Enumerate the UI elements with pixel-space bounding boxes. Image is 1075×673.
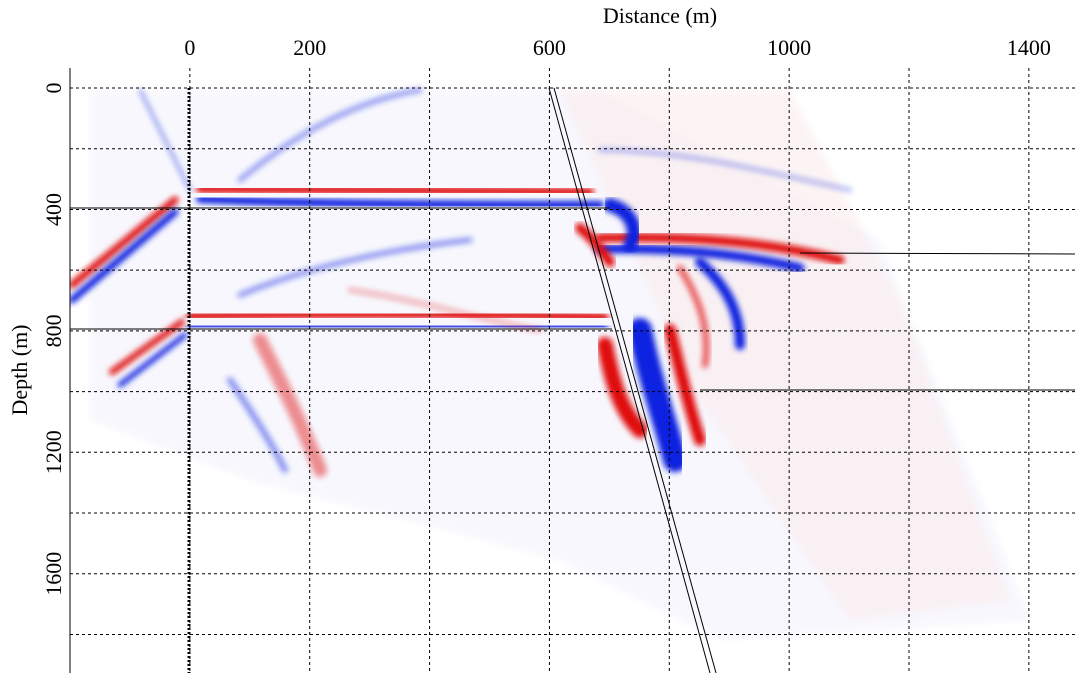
y-tick-label: 800 — [41, 314, 66, 347]
x-tick-label: 600 — [533, 35, 566, 60]
y-axis-title: Depth (m) — [7, 324, 32, 415]
y-tick-label: 400 — [41, 193, 66, 226]
x-axis-title: Distance (m) — [603, 3, 717, 28]
x-tick-label: 1000 — [767, 35, 811, 60]
seismic-image — [70, 88, 1075, 673]
y-tick-label: 0 — [41, 83, 66, 94]
x-tick-label: 1400 — [1007, 35, 1051, 60]
y-tick-label: 1200 — [41, 430, 66, 474]
chart: Distance (m) Depth (m) 0 200 600 1000 1400 0 4… — [0, 0, 1075, 673]
x-tick-label: 0 — [184, 35, 195, 60]
x-tick-label: 200 — [293, 35, 326, 60]
y-tick-label: 1600 — [41, 552, 66, 596]
